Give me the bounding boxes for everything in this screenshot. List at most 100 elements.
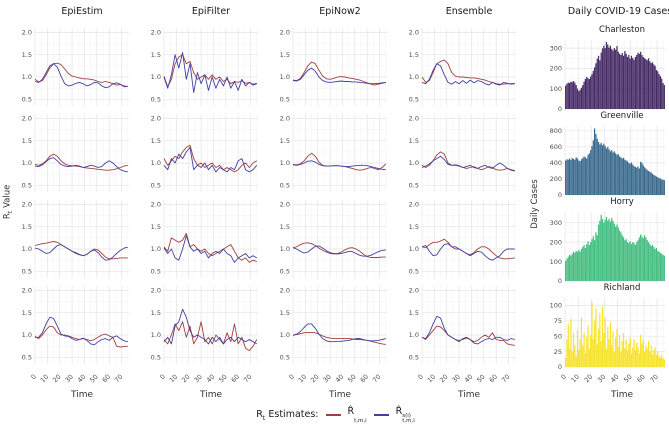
svg-text:300: 300: [550, 219, 562, 227]
svg-text:400: 400: [550, 159, 562, 167]
method-column-ensemble: Ensemble 0.5 1.0 1.5 2.0 0.5 1.0 1.5 2.0 0.5 1.…: [402, 3, 516, 400]
svg-text:1.0: 1.0: [151, 73, 161, 81]
legend-label-rhat-smoothed: R̂ s(i) t,m,i: [396, 406, 415, 424]
svg-text:30: 30: [322, 373, 334, 385]
svg-text:10: 10: [570, 373, 582, 385]
x-axis-ticks-epinow2: 0 10 20 30 40 50 60 70: [273, 369, 387, 393]
svg-text:2.0: 2.0: [22, 115, 32, 123]
panel-epifilter-horry: 0.5 1.0 1.5 2.0: [144, 197, 258, 281]
legend-title: Rt Estimates:: [256, 409, 318, 422]
svg-text:1.5: 1.5: [22, 223, 32, 231]
county-title-horry: Horry: [610, 197, 634, 207]
svg-text:40: 40: [609, 373, 621, 385]
svg-text:1.5: 1.5: [151, 223, 161, 231]
x-axis-title: Time: [70, 390, 94, 400]
svg-text:20: 20: [583, 373, 595, 385]
legend-prefix-rest: Estimates:: [265, 408, 319, 420]
svg-text:30: 30: [193, 373, 205, 385]
svg-text:1.0: 1.0: [22, 331, 32, 339]
svg-text:0.5: 0.5: [409, 354, 419, 362]
svg-text:0.5: 0.5: [280, 268, 290, 276]
svg-text:40: 40: [76, 373, 88, 385]
panel-title-epinow2: EpiNow2: [319, 6, 361, 17]
cases-panel-horry: Horry 0 100 200 300: [541, 197, 669, 285]
svg-text:2.0: 2.0: [280, 201, 290, 209]
bar-chart-richland: 0 25 50 75 100: [541, 295, 669, 371]
bar-chart-charleston: 0 100 200 300: [541, 37, 669, 113]
method-column-epiestim: EpiEstim 0.5 1.0 1.5 2.0 0.5 1.0 1.5 2.0 0.5 1.…: [15, 3, 129, 400]
panel-ensemble-richland: 0.5 1.0 1.5 2.0: [402, 283, 516, 367]
svg-text:2.0: 2.0: [409, 115, 419, 123]
svg-text:75: 75: [554, 317, 562, 325]
svg-text:0: 0: [158, 373, 167, 382]
svg-text:300: 300: [550, 44, 562, 52]
svg-text:1.5: 1.5: [409, 51, 419, 59]
svg-text:200: 200: [550, 175, 562, 183]
panel-epinow2-greenville: 0.5 1.0 1.5 2.0: [273, 111, 387, 195]
svg-text:1.0: 1.0: [409, 245, 419, 253]
panel-title-ensemble: Ensemble: [445, 6, 493, 17]
svg-text:1.0: 1.0: [151, 331, 161, 339]
svg-text:25: 25: [554, 348, 562, 356]
ylabel-base: R: [2, 212, 13, 219]
svg-text:50: 50: [346, 373, 358, 385]
svg-text:60: 60: [359, 373, 371, 385]
svg-text:0.5: 0.5: [409, 96, 419, 104]
svg-text:0: 0: [558, 191, 562, 199]
svg-text:0.5: 0.5: [22, 268, 32, 276]
panel-epiestim-greenville: 0.5 1.0 1.5 2.0: [15, 111, 129, 195]
x-axis-title: Time: [328, 390, 352, 400]
svg-text:1.5: 1.5: [409, 309, 419, 317]
svg-text:1.5: 1.5: [409, 137, 419, 145]
legend: Rt Estimates: R̂ t,m,i R̂ s(i) t,m,i: [2, 406, 669, 424]
svg-text:200: 200: [550, 65, 562, 73]
legend-series1-sub: t,m,i: [354, 418, 367, 424]
svg-text:0.5: 0.5: [151, 354, 161, 362]
svg-text:1.5: 1.5: [280, 137, 290, 145]
x-axis-title: Time: [457, 390, 481, 400]
svg-text:0.5: 0.5: [280, 182, 290, 190]
svg-text:1.5: 1.5: [22, 51, 32, 59]
svg-text:1.5: 1.5: [409, 223, 419, 231]
svg-text:10: 10: [426, 373, 438, 385]
svg-text:60: 60: [488, 373, 500, 385]
svg-text:20: 20: [309, 373, 321, 385]
x-axis-ticks-epifilter: 0 10 20 30 40 50 60 70: [144, 369, 258, 393]
svg-text:0.5: 0.5: [151, 268, 161, 276]
svg-text:1.5: 1.5: [151, 309, 161, 317]
svg-text:2.0: 2.0: [151, 201, 161, 209]
bar-chart-greenville: 0 200 400 600 800: [541, 123, 669, 199]
svg-text:60: 60: [635, 373, 647, 385]
svg-text:2.0: 2.0: [22, 287, 32, 295]
svg-text:2.0: 2.0: [280, 29, 290, 37]
svg-text:1.5: 1.5: [151, 51, 161, 59]
panel-epifilter-richland: 0.5 1.0 1.5 2.0: [144, 283, 258, 367]
panel-ensemble-charleston: 0.5 1.0 1.5 2.0: [402, 25, 516, 109]
svg-text:1.5: 1.5: [151, 137, 161, 145]
x-axis-title: Time: [610, 390, 634, 400]
svg-text:0: 0: [558, 105, 562, 113]
svg-text:100: 100: [550, 302, 562, 310]
svg-text:1.0: 1.0: [22, 159, 32, 167]
svg-text:10: 10: [297, 373, 309, 385]
svg-text:2.0: 2.0: [409, 287, 419, 295]
svg-text:1.0: 1.0: [22, 245, 32, 253]
svg-text:30: 30: [596, 373, 608, 385]
legend-series1-base: R̂: [347, 406, 355, 417]
svg-text:0: 0: [559, 373, 568, 382]
legend-label-rhat: R̂ t,m,i: [348, 406, 367, 424]
svg-text:1.0: 1.0: [151, 159, 161, 167]
svg-text:2.0: 2.0: [151, 115, 161, 123]
cases-y-axis-title: Daily Cases: [530, 179, 540, 229]
svg-text:2.0: 2.0: [280, 287, 290, 295]
svg-text:2.0: 2.0: [151, 29, 161, 37]
cases-column-title: Daily COVID-19 Cases: [567, 6, 669, 17]
cases-panel-richland: Richland 0 25 50 75 100: [541, 283, 669, 371]
svg-text:50: 50: [554, 332, 562, 340]
legend-prefix-base: R: [256, 408, 263, 420]
ylabel-rest: Value: [2, 184, 13, 211]
svg-text:0.5: 0.5: [22, 96, 32, 104]
svg-text:1.0: 1.0: [280, 331, 290, 339]
svg-text:50: 50: [88, 373, 100, 385]
x-axis-title: Time: [199, 390, 223, 400]
